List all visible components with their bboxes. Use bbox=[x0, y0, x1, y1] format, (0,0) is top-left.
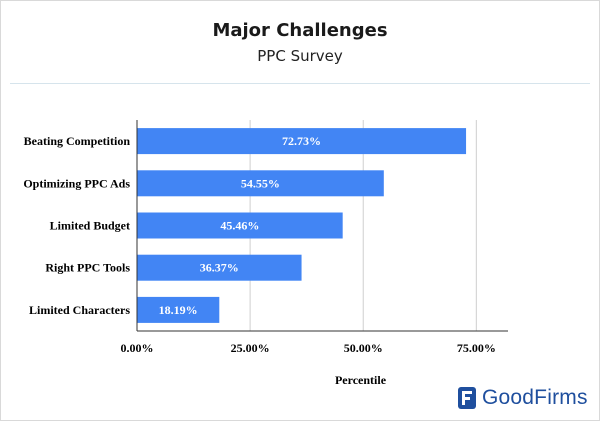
category-label-1: Optimizing PPC Ads bbox=[23, 176, 130, 190]
bar-2 bbox=[137, 212, 343, 239]
bars bbox=[137, 128, 467, 323]
bar-3 bbox=[137, 254, 302, 281]
x-tick-label-3: 75.00% bbox=[457, 341, 496, 355]
x-axis-title: Percentile bbox=[335, 373, 387, 387]
bar-0 bbox=[137, 128, 467, 155]
axes bbox=[136, 120, 508, 332]
category-label-3: Right PPC Tools bbox=[45, 261, 130, 275]
value-label-0: 72.73% bbox=[282, 134, 321, 148]
value-label-4: 18.19% bbox=[159, 303, 198, 317]
goodfirms-logo-text: GoodFirms bbox=[482, 386, 588, 409]
value-label-2: 45.46% bbox=[220, 219, 259, 233]
x-tick-label-0: 0.00% bbox=[121, 341, 154, 355]
chart-title: Major Challenges bbox=[212, 20, 388, 41]
category-label-4: Limited Characters bbox=[29, 303, 130, 317]
x-tick-label-2: 50.00% bbox=[344, 341, 383, 355]
bar-4 bbox=[137, 296, 220, 323]
goodfirms-logo: GoodFirms bbox=[458, 386, 588, 410]
value-label-1: 54.55% bbox=[241, 176, 280, 190]
chart-subtitle: PPC Survey bbox=[257, 47, 343, 65]
x-tick-label-1: 25.00% bbox=[231, 341, 270, 355]
category-label-2: Limited Budget bbox=[50, 219, 130, 233]
value-label-3: 36.37% bbox=[200, 261, 239, 275]
bar-1 bbox=[137, 170, 384, 197]
category-label-0: Beating Competition bbox=[24, 134, 131, 148]
labels: Beating Competition 72.73% Optimizing PPC … bbox=[23, 134, 496, 355]
header-divider bbox=[10, 83, 590, 84]
goodfirms-logo-icon bbox=[458, 387, 476, 409]
